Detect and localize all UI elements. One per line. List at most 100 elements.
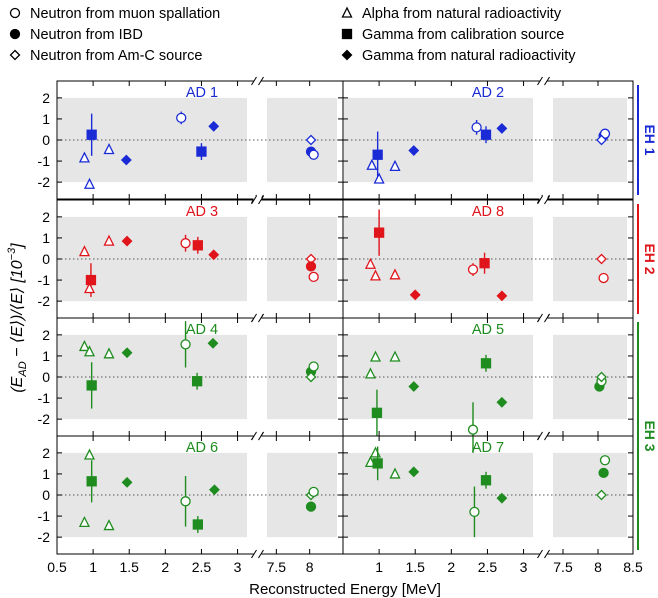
data-point-diamond-filled (120, 154, 132, 166)
data-point-diamond-open (596, 253, 607, 265)
data-point-triangle-open (364, 257, 376, 269)
y-tick-label: -2 (38, 411, 51, 427)
y-tick-label: 2 (42, 327, 50, 343)
shaded-band (553, 452, 627, 538)
y-tick-label: -2 (38, 174, 51, 190)
data-point-circle-open (180, 339, 191, 350)
axis-break-gap (253, 196, 262, 204)
axis-break-mark (258, 549, 264, 559)
panel-title: AD 4 (186, 322, 218, 338)
x-tick-label: 3 (234, 559, 242, 575)
data-point-square-filled (86, 380, 97, 391)
y-tick-label: -1 (38, 153, 51, 169)
data-point-diamond-filled (408, 381, 420, 392)
panel-ad-2: AD 2 (342, 76, 634, 204)
data-point-diamond-open (596, 371, 607, 383)
panel-title: AD 8 (472, 204, 504, 220)
panel-title: AD 7 (472, 440, 504, 456)
panel-ad-7: AD 7 (342, 431, 634, 559)
data-point-triangle-open (369, 446, 382, 458)
data-point-square-filled (191, 376, 203, 387)
data-point-diamond-filled (496, 492, 508, 504)
data-point-triangle-open (366, 158, 378, 170)
legend-label: Neutron from muon spallation (30, 6, 220, 22)
axis-break-gap (539, 77, 548, 85)
axis-break-mark (544, 195, 550, 205)
hall-label: EH 3 (642, 420, 658, 451)
x-tick-label: 1 (89, 559, 97, 575)
y-tick-label: 2 (42, 445, 50, 461)
y-tick-label: 0 (42, 251, 50, 267)
data-point-square-filled (192, 519, 203, 530)
axis-break-mark (258, 313, 264, 323)
data-point-circle-filled (305, 501, 317, 512)
y-tick-label: -2 (38, 293, 51, 309)
data-point-triangle-open (103, 143, 115, 155)
chart-panels: AD 1 AD 2 AD 3 AD 8 AD 4 AD 5 AD 6 AD 7 (56, 76, 634, 559)
panel-ad-3: AD 3 (56, 195, 344, 323)
axis-break-mark (537, 76, 543, 86)
legend-label: Alpha from natural radioactivity (362, 6, 562, 22)
x-tick-label: 0.5 (47, 559, 67, 575)
axis-break-mark (537, 195, 543, 205)
data-point-triangle-open (78, 151, 90, 163)
y-tick-label: -2 (38, 529, 51, 545)
axis-break-mark (537, 549, 543, 559)
data-point-triangle-open (103, 519, 115, 531)
panel-title: AD 6 (186, 440, 218, 456)
data-point-diamond-filled (408, 466, 420, 478)
data-point-diamond-filled (208, 249, 220, 261)
data-point-triangle-open (78, 245, 90, 257)
axis-break-mark (544, 313, 550, 323)
hall-labels: EH 1 EH 2 EH 3 (637, 85, 658, 550)
axis-break-gap (253, 314, 262, 322)
data-point-diamond-filled (341, 49, 353, 61)
x-tick-label: 8 (306, 559, 314, 575)
data-point-circle-filled (9, 28, 21, 40)
panel-ad-5: AD 5 (342, 313, 634, 458)
data-point-diamond-open (596, 134, 607, 146)
axis-break-gap (539, 314, 548, 322)
data-point-circle-open (308, 486, 319, 497)
data-point-square-filled (480, 358, 492, 369)
data-point-diamond-filled (208, 120, 220, 132)
y-tick-label: 1 (42, 230, 50, 246)
x-tick-label: 7.5 (267, 559, 287, 575)
data-point-triangle-open (83, 345, 96, 357)
y-tick-label: -1 (38, 390, 51, 406)
axis-break-mark (258, 431, 264, 441)
x-tick-label: 8 (594, 559, 602, 575)
data-point-circle-open (471, 122, 482, 133)
data-point-diamond-open (305, 371, 317, 383)
x-tick-label: 2 (161, 559, 169, 575)
data-point-square-filled (86, 476, 97, 487)
data-point-triangle-open (341, 6, 353, 18)
data-point-triangle-open (389, 159, 401, 171)
data-point-diamond-filled (121, 235, 133, 247)
data-point-triangle-open (83, 177, 96, 189)
panel-title: AD 1 (186, 85, 218, 101)
x-tick-label: 2 (447, 559, 455, 575)
axis-break-mark (537, 431, 543, 441)
data-point-circle-open (180, 496, 191, 507)
axis-break-gap (253, 550, 262, 558)
y-tick-label: -1 (38, 272, 51, 288)
x-tick-label: 1.5 (119, 559, 139, 575)
panel-ad-4: AD 4 (56, 313, 344, 441)
y-tick-label: 0 (42, 132, 50, 148)
data-point-triangle-open (369, 269, 382, 281)
data-point-triangle-open (389, 467, 401, 479)
data-point-triangle-open (78, 515, 90, 528)
axis-break-gap (539, 432, 548, 440)
data-point-triangle-open (389, 350, 401, 362)
hall-label: EH 2 (642, 243, 658, 274)
axis-break-mark (544, 549, 550, 559)
axis-break-mark (537, 313, 543, 323)
data-point-circle-open (9, 7, 21, 19)
chart-legend: Neutron from muon spallation Alpha from n… (9, 6, 576, 64)
data-point-diamond-filled (209, 484, 220, 496)
legend-label: Neutron from IBD (30, 27, 143, 43)
data-point-square-filled (479, 258, 490, 269)
panel-title: AD 5 (472, 322, 504, 338)
